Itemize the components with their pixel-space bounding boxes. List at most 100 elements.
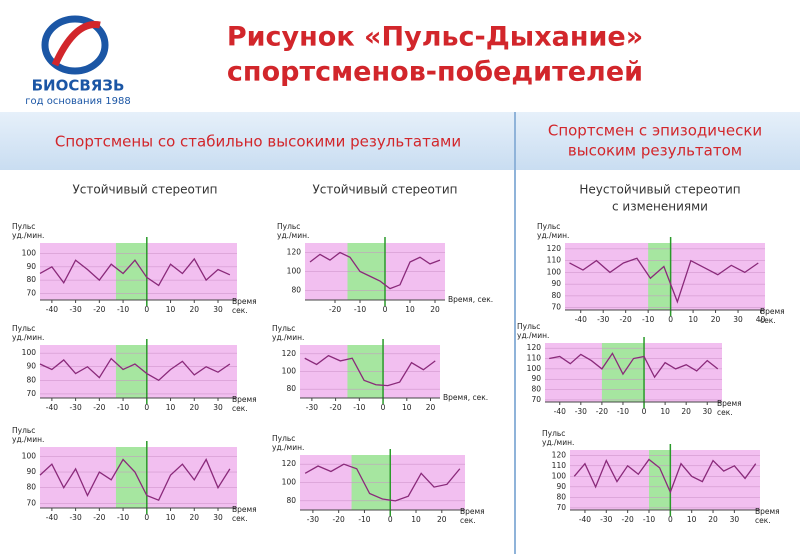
y-tick-label: 110 bbox=[552, 461, 567, 470]
y-axis-label: Пульс bbox=[12, 426, 35, 435]
pulse-line bbox=[309, 251, 441, 290]
y-axis-label: Пульс bbox=[12, 324, 35, 333]
x-tick-label: 20 bbox=[708, 515, 718, 524]
x-tick-label: -10 bbox=[117, 513, 129, 522]
logo-ring bbox=[41, 15, 109, 75]
column-title: с изменениями bbox=[612, 200, 708, 214]
x-tick-label: -40 bbox=[46, 513, 58, 522]
y-tick-label: 120 bbox=[527, 343, 542, 352]
y-axis-label: уд./мин. bbox=[12, 333, 44, 342]
y-axis-label: Пульс bbox=[272, 434, 295, 443]
highlight bbox=[648, 450, 671, 510]
y-tick-label: 80 bbox=[291, 286, 301, 295]
x-tick-label: 10 bbox=[660, 407, 670, 416]
pulse-line bbox=[39, 458, 231, 502]
title: Рисунок «Пульс-Дыхание» bbox=[227, 22, 643, 53]
y-axis-label: уд./мин. bbox=[12, 435, 44, 444]
x-axis-label: Время, сек. bbox=[448, 295, 493, 304]
x-tick-label: -20 bbox=[93, 403, 105, 412]
y-tick-label: 90 bbox=[26, 467, 36, 476]
y-tick-label: 110 bbox=[527, 354, 542, 363]
section-left: Спортсмены со стабильно высокими результ… bbox=[55, 133, 461, 151]
y-tick-label: 100 bbox=[282, 367, 297, 376]
x-tick-label: -30 bbox=[575, 407, 587, 416]
x-tick-label: 30 bbox=[213, 305, 223, 314]
x-axis-label: Время bbox=[717, 399, 742, 408]
y-axis-label: уд./мин. bbox=[537, 231, 569, 240]
y-tick-label: 120 bbox=[552, 450, 567, 459]
x-tick-label: 10 bbox=[166, 513, 176, 522]
x-tick-label: 20 bbox=[711, 315, 721, 324]
x-tick-label: -20 bbox=[329, 403, 341, 412]
x-axis-label: сек. bbox=[755, 516, 771, 525]
y-tick-label: 90 bbox=[551, 279, 561, 288]
pulse-line bbox=[39, 357, 231, 382]
y-tick-label: 70 bbox=[26, 498, 36, 507]
x-tick-label: 10 bbox=[688, 315, 698, 324]
x-tick-label: -10 bbox=[358, 515, 370, 524]
x-tick-label: 10 bbox=[687, 515, 697, 524]
x-tick-label: 40 bbox=[756, 315, 766, 324]
highlight bbox=[115, 345, 147, 398]
x-axis-label: Время bbox=[232, 395, 257, 404]
x-tick-label: 10 bbox=[411, 515, 421, 524]
y-tick-label: 70 bbox=[556, 503, 566, 512]
y-tick-label: 100 bbox=[22, 249, 37, 258]
x-tick-label: -20 bbox=[620, 315, 632, 324]
y-tick-label: 80 bbox=[531, 385, 541, 394]
x-tick-label: 30 bbox=[730, 515, 740, 524]
pulse-line bbox=[39, 257, 231, 287]
logo-sub: год основания 1988 bbox=[25, 96, 130, 107]
y-tick-label: 120 bbox=[287, 248, 302, 257]
section-right: Спортсмен с эпизодически bbox=[548, 122, 762, 140]
x-tick-label: -40 bbox=[575, 315, 587, 324]
y-tick-label: 100 bbox=[527, 364, 542, 373]
y-tick-label: 90 bbox=[531, 374, 541, 383]
y-axis-label: Пульс bbox=[12, 222, 35, 231]
x-tick-label: -10 bbox=[354, 305, 366, 314]
logo-name: БИОСВЯЗЬ bbox=[32, 77, 125, 95]
x-tick-label: -30 bbox=[306, 403, 318, 412]
x-tick-label: -40 bbox=[579, 515, 591, 524]
y-axis-label: уд./мин. bbox=[517, 331, 549, 340]
y-tick-label: 120 bbox=[282, 349, 297, 358]
section-band bbox=[0, 112, 800, 170]
x-tick-label: 30 bbox=[213, 403, 223, 412]
x-tick-label: -20 bbox=[329, 305, 341, 314]
section-right: высоким результатом bbox=[568, 142, 742, 160]
y-tick-label: 70 bbox=[26, 288, 36, 297]
x-axis-label: Время bbox=[232, 297, 257, 306]
y-tick-label: 90 bbox=[556, 482, 566, 491]
y-tick-label: 110 bbox=[547, 256, 562, 265]
x-tick-label: 20 bbox=[190, 513, 200, 522]
y-axis-label: уд./мин. bbox=[12, 231, 44, 240]
x-tick-label: 20 bbox=[190, 403, 200, 412]
pulse-line bbox=[549, 352, 719, 379]
x-tick-label: 0 bbox=[668, 315, 673, 324]
x-tick-label: 0 bbox=[388, 515, 393, 524]
x-tick-label: -10 bbox=[353, 403, 365, 412]
y-tick-label: 90 bbox=[26, 262, 36, 271]
x-axis-label: сек. bbox=[232, 404, 248, 413]
pulse-line bbox=[304, 354, 436, 387]
x-tick-label: 0 bbox=[381, 403, 386, 412]
x-tick-label: -40 bbox=[46, 403, 58, 412]
x-axis-label: Время bbox=[760, 307, 785, 316]
x-tick-label: -20 bbox=[93, 513, 105, 522]
y-axis-label: Пульс bbox=[272, 324, 295, 333]
logo-swoosh bbox=[51, 21, 101, 67]
logo: БИОСВЯЗЬ год основания 1988 bbox=[25, 15, 131, 107]
column-title: Неустойчивый стереотип bbox=[579, 183, 740, 197]
y-tick-label: 80 bbox=[286, 384, 296, 393]
column-title: Устойчивый стереотип bbox=[312, 183, 457, 197]
y-tick-label: 80 bbox=[556, 492, 566, 501]
highlight bbox=[601, 343, 645, 402]
x-tick-label: 10 bbox=[166, 403, 176, 412]
y-axis-label: Пульс bbox=[542, 429, 565, 438]
y-tick-label: 70 bbox=[531, 395, 541, 404]
pulse-line bbox=[569, 257, 759, 304]
column-title: Устойчивый стереотип bbox=[72, 183, 217, 197]
x-tick-label: 20 bbox=[437, 515, 447, 524]
x-tick-label: 20 bbox=[681, 407, 691, 416]
